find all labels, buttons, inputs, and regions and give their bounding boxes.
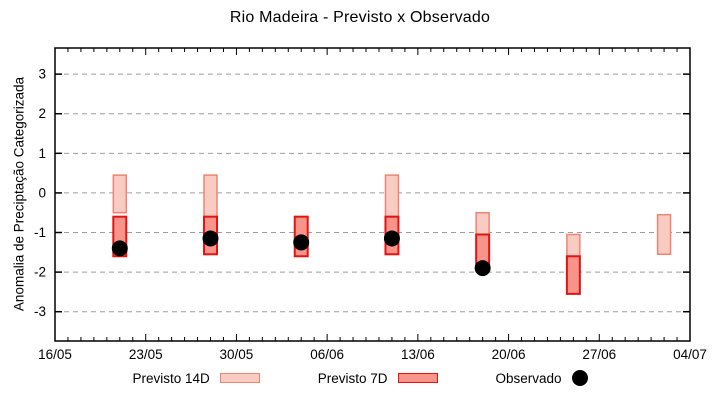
x-tick-label: 27/06 (582, 347, 616, 362)
legend: Previsto 14D Previsto 7D Observado (0, 370, 720, 386)
observado-dot (293, 234, 310, 251)
observado-dot-swatch (571, 370, 588, 386)
y-tick-label: 2 (38, 106, 46, 121)
y-tick-label: -2 (34, 265, 46, 280)
y-tick-label: -1 (34, 225, 46, 240)
legend-label-previsto-7d: Previsto 7D (317, 370, 388, 386)
x-tick-label: 23/05 (129, 347, 163, 362)
observado-dot (383, 230, 400, 247)
legend-label-observado: Observado (495, 370, 562, 386)
previsto-14d-bar (203, 174, 218, 218)
x-tick-label: 06/06 (310, 347, 344, 362)
legend-item-previsto-7d: Previsto 7D (318, 371, 438, 386)
legend-label-previsto-14d: Previsto 14D (132, 370, 210, 386)
previsto-7d-bar (565, 255, 581, 295)
observado-dot (111, 240, 128, 257)
y-tick-label: 3 (38, 67, 46, 82)
x-tick-label: 04/07 (673, 347, 707, 362)
x-tick-label: 30/05 (220, 347, 254, 362)
legend-item-observado: Observado (496, 370, 588, 386)
previsto-14d-bar (656, 213, 672, 256)
plot-border (54, 47, 691, 342)
x-tick-label: 16/05 (38, 347, 72, 362)
previsto-7d-swatch (397, 373, 438, 383)
legend-item-previsto-14d: Previsto 14D (132, 370, 260, 386)
previsto-14d-bar (112, 174, 128, 214)
previsto-14d-bar (384, 174, 400, 218)
y-tick-label: -3 (34, 304, 46, 319)
previsto-14d-bar (566, 233, 581, 258)
x-tick-label: 20/06 (492, 347, 526, 362)
y-tick-label: 1 (38, 146, 46, 161)
chart-title: Rio Madeira - Previsto x Observado (229, 9, 491, 26)
previsto-14d-bar (475, 211, 490, 236)
observado-dot (202, 230, 219, 247)
y-tick-label: 0 (38, 185, 46, 200)
previsto-14d-swatch (219, 373, 260, 383)
observado-dot (474, 260, 491, 277)
x-tick-label: 13/06 (401, 347, 435, 362)
